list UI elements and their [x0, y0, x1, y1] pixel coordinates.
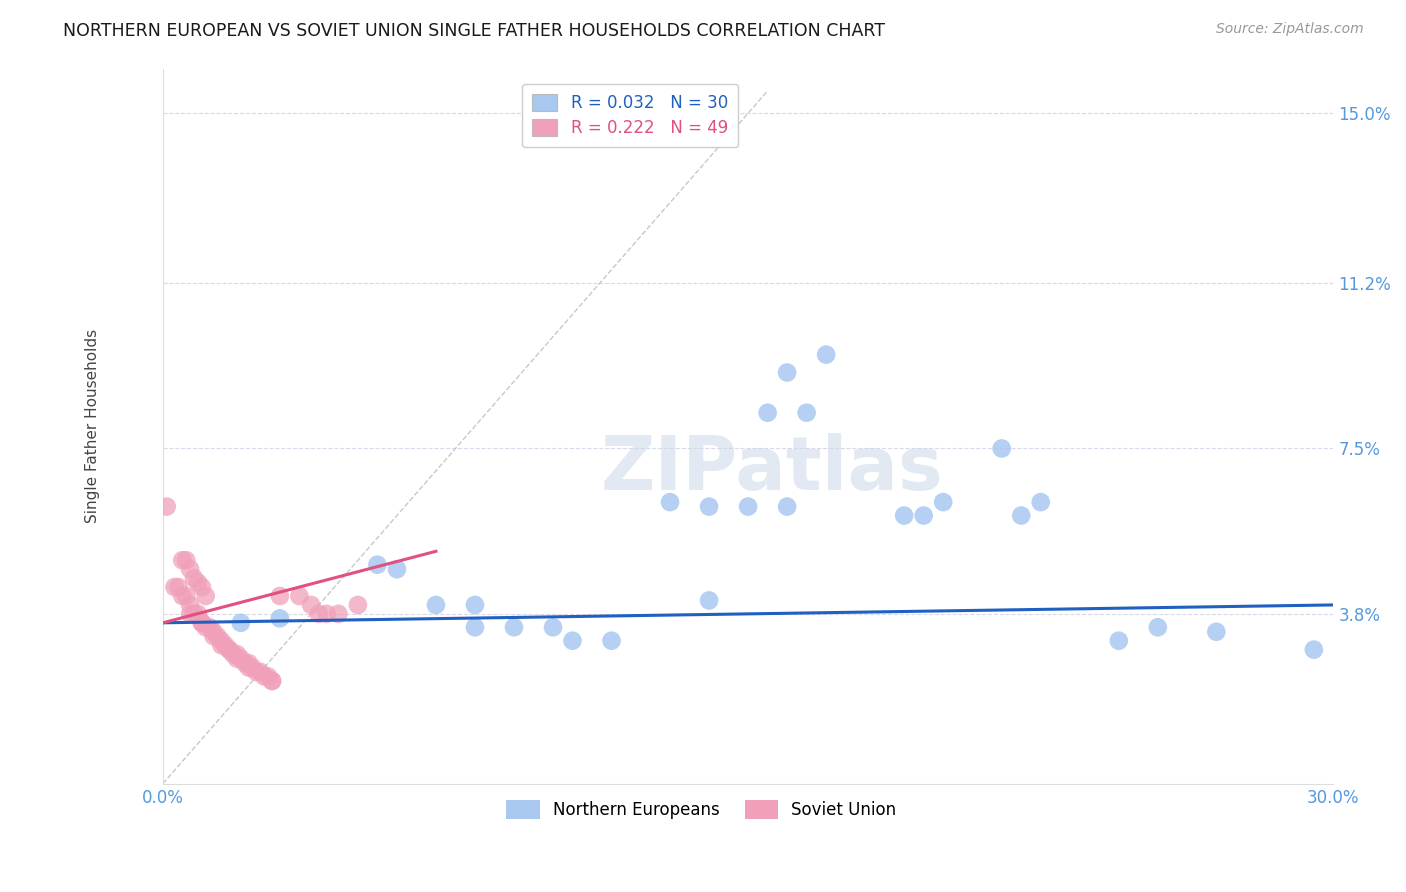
Text: Source: ZipAtlas.com: Source: ZipAtlas.com	[1216, 22, 1364, 37]
Point	[167, 580, 190, 594]
Point	[163, 580, 186, 594]
Point	[269, 589, 291, 603]
Point	[269, 611, 291, 625]
Point	[347, 598, 370, 612]
Point	[561, 633, 583, 648]
Point	[222, 647, 245, 661]
Point	[328, 607, 350, 621]
Point	[600, 633, 623, 648]
Point	[242, 660, 264, 674]
Point	[776, 500, 799, 514]
Point	[1010, 508, 1032, 523]
Point	[229, 615, 252, 630]
Point	[183, 607, 205, 621]
Point	[815, 348, 838, 362]
Point	[174, 589, 197, 603]
Point	[179, 607, 201, 621]
Point	[1108, 633, 1130, 648]
Point	[209, 638, 232, 652]
Point	[172, 589, 194, 603]
Point	[737, 500, 759, 514]
Point	[191, 615, 214, 630]
Point	[194, 620, 217, 634]
Y-axis label: Single Father Households: Single Father Households	[86, 329, 100, 524]
Point	[198, 620, 221, 634]
Point	[1029, 495, 1052, 509]
Point	[776, 366, 799, 380]
Point	[191, 580, 214, 594]
Point	[697, 593, 720, 607]
Point	[229, 651, 252, 665]
Point	[179, 562, 201, 576]
Point	[912, 508, 935, 523]
Point	[990, 442, 1012, 456]
Point	[260, 673, 283, 688]
Point	[315, 607, 337, 621]
Point	[214, 638, 236, 652]
Point	[385, 562, 408, 576]
Point	[464, 620, 486, 634]
Point	[226, 651, 249, 665]
Point	[260, 673, 283, 688]
Legend: Northern Europeans, Soviet Union: Northern Europeans, Soviet Union	[499, 793, 903, 825]
Point	[1302, 642, 1324, 657]
Point	[156, 500, 179, 514]
Point	[756, 406, 779, 420]
Point	[172, 553, 194, 567]
Point	[796, 406, 818, 420]
Point	[541, 620, 564, 634]
Point	[209, 633, 232, 648]
Point	[697, 500, 720, 514]
Point	[503, 620, 526, 634]
Point	[238, 656, 260, 670]
Point	[366, 558, 388, 572]
Point	[233, 656, 256, 670]
Point	[202, 624, 225, 639]
Point	[218, 642, 240, 657]
Point	[464, 598, 486, 612]
Point	[249, 665, 271, 679]
Point	[226, 647, 249, 661]
Point	[245, 665, 267, 679]
Point	[179, 598, 201, 612]
Point	[299, 598, 322, 612]
Point	[1146, 620, 1168, 634]
Text: NORTHERN EUROPEAN VS SOVIET UNION SINGLE FATHER HOUSEHOLDS CORRELATION CHART: NORTHERN EUROPEAN VS SOVIET UNION SINGLE…	[63, 22, 886, 40]
Point	[893, 508, 915, 523]
Point	[174, 553, 197, 567]
Point	[183, 571, 205, 585]
Point	[218, 642, 240, 657]
Point	[202, 629, 225, 643]
Point	[659, 495, 682, 509]
Point	[194, 589, 217, 603]
Point	[191, 615, 214, 630]
Point	[187, 575, 209, 590]
Point	[308, 607, 330, 621]
Text: ZIPatlas: ZIPatlas	[600, 433, 943, 506]
Point	[187, 607, 209, 621]
Point	[288, 589, 311, 603]
Point	[207, 629, 229, 643]
Point	[425, 598, 447, 612]
Point	[238, 660, 260, 674]
Point	[253, 669, 276, 683]
Point	[1205, 624, 1227, 639]
Point	[257, 669, 280, 683]
Point	[932, 495, 955, 509]
